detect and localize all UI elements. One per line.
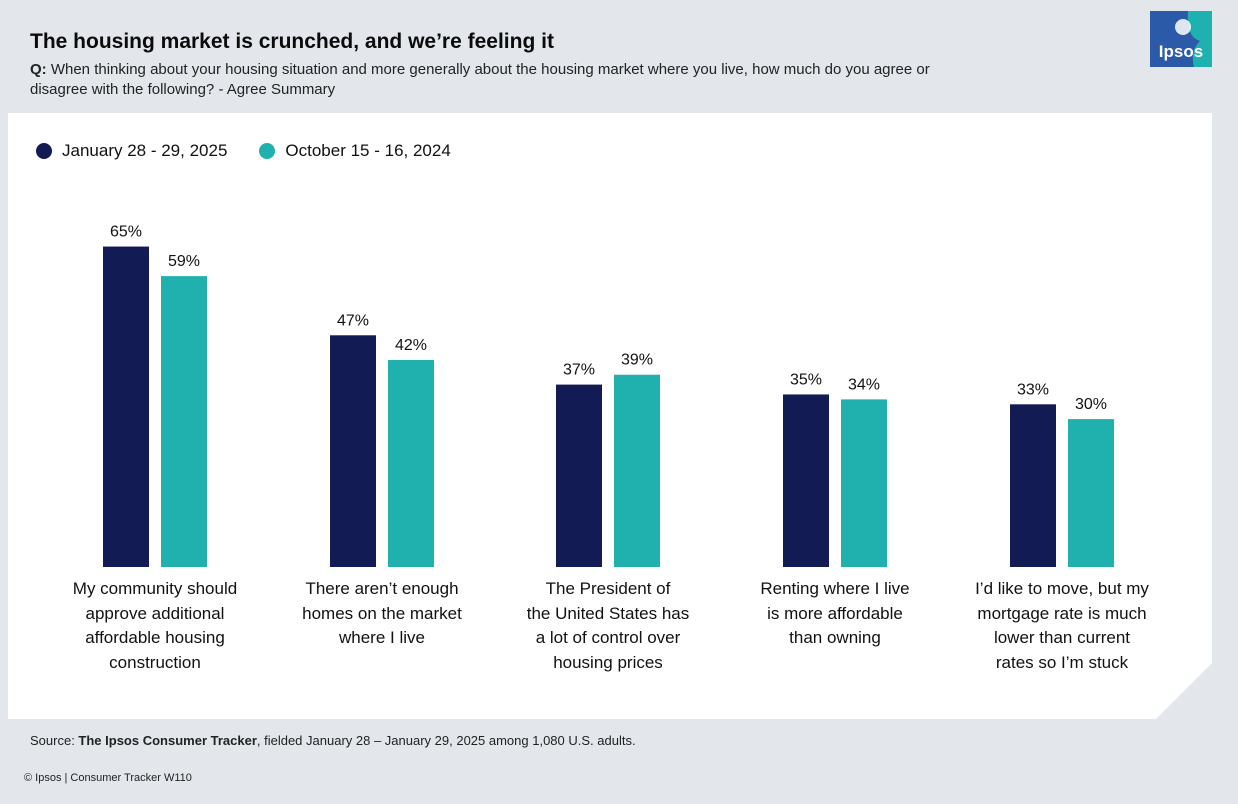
question-label: Q:	[30, 61, 47, 78]
category-label-line: than owning	[789, 628, 881, 647]
bar-oct-2024-renting-affordable	[841, 399, 887, 567]
ipsos-logo: Ipsos	[1150, 11, 1212, 67]
category-label-line: My community should	[72, 579, 238, 598]
page-title: The housing market is crunched, and we’r…	[30, 30, 554, 53]
legend-item-jan-2025: January 28 - 29, 2025	[36, 141, 227, 161]
source-name: The Ipsos Consumer Tracker	[78, 733, 257, 748]
category-label-line: I’d like to move, but my	[975, 579, 1149, 598]
category-label-line: The President of	[545, 579, 671, 598]
bar-chart: 65% 47% 37% 35% 33% 59% 42% 39% 34% 30%	[103, 224, 1114, 568]
category-label-line: There aren’t enough	[305, 579, 459, 598]
question-text: Q: When thinking about your housing situ…	[30, 60, 990, 100]
legend-swatch-jan-2025	[36, 143, 52, 159]
category-label-line: lower than current	[993, 628, 1131, 647]
category-label-line: approve additional	[85, 603, 225, 623]
logo-head	[1175, 19, 1191, 35]
legend-item-oct-2024: October 15 - 16, 2024	[259, 141, 451, 161]
source-suffix: , fielded January 28 – January 29, 2025 …	[256, 733, 636, 748]
category-label-renting-affordable: Renting where I live is more affordable th…	[735, 577, 935, 651]
category-label-line: homes on the market	[302, 603, 462, 623]
bar-jan-2025-not-enough-homes	[330, 335, 376, 567]
category-label-line: where I live	[339, 628, 425, 647]
category-label-line: is more affordable	[767, 603, 903, 623]
question-body: When thinking about your housing situati…	[30, 61, 930, 98]
legend-swatch-oct-2024	[259, 143, 276, 159]
value-label-jan-2025-president-control: 37%	[563, 362, 595, 379]
category-label-president-control: The President of the United States has a l…	[508, 577, 708, 675]
legend-label-oct-2024: October 15 - 16, 2024	[285, 141, 451, 160]
value-label-oct-2024-not-enough-homes: 42%	[395, 337, 427, 354]
value-label-jan-2025-community-approve: 65%	[110, 224, 142, 241]
source-note: Source: The Ipsos Consumer Tracker, fiel…	[30, 733, 636, 748]
value-label-oct-2024-renting-affordable: 34%	[848, 376, 880, 393]
value-label-oct-2024-president-control: 39%	[621, 352, 653, 369]
source-prefix: Source:	[30, 733, 79, 748]
bar-jan-2025-president-control	[556, 384, 602, 567]
category-label-line: affordable housing	[85, 628, 225, 647]
value-label-oct-2024-community-approve: 59%	[168, 253, 200, 270]
footer-copyright: © Ipsos | Consumer Tracker W110	[24, 772, 192, 784]
bar-jan-2025-mortgage-stuck	[1010, 404, 1056, 567]
category-label-not-enough-homes: There aren’t enough homes on the market wh…	[282, 577, 482, 651]
category-label-line: housing prices	[553, 652, 663, 672]
logo-text: Ipsos	[1159, 42, 1203, 61]
category-label-line: mortgage rate is much	[977, 603, 1147, 623]
bar-oct-2024-mortgage-stuck	[1068, 419, 1114, 567]
chart-legend: January 28 - 29, 2025 October 15 - 16, 2…	[36, 141, 451, 161]
category-label-mortgage-stuck: I’d like to move, but my mortgage rate is…	[962, 577, 1162, 675]
bar-oct-2024-president-control	[614, 374, 660, 567]
value-label-jan-2025-mortgage-stuck: 33%	[1017, 381, 1049, 398]
bar-oct-2024-community-approve	[161, 276, 207, 567]
category-label-line: Renting where I live	[760, 579, 910, 598]
category-label-line: the United States has	[526, 603, 690, 623]
bar-jan-2025-renting-affordable	[783, 394, 829, 567]
chart-card: January 28 - 29, 2025 October 15 - 16, 2…	[8, 113, 1212, 719]
bar-oct-2024-not-enough-homes	[388, 359, 434, 567]
category-label-line: construction	[109, 652, 201, 672]
logo-accent	[1187, 11, 1212, 67]
category-label-line: rates so I’m stuck	[995, 652, 1129, 672]
legend-label-jan-2025: January 28 - 29, 2025	[62, 141, 228, 160]
value-label-oct-2024-mortgage-stuck: 30%	[1075, 396, 1107, 413]
value-label-jan-2025-renting-affordable: 35%	[790, 371, 822, 388]
value-label-jan-2025-not-enough-homes: 47%	[337, 312, 369, 329]
category-label-line: a lot of control over	[535, 628, 681, 647]
category-label-community-approve: My community should approve additional aff…	[55, 577, 255, 675]
bar-jan-2025-community-approve	[103, 246, 149, 568]
